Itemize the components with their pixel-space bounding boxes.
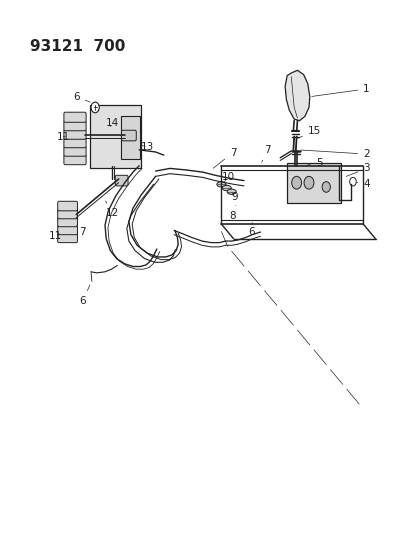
Circle shape [321,182,330,192]
Text: 12: 12 [105,201,119,219]
Circle shape [349,177,356,186]
FancyBboxPatch shape [64,155,86,165]
FancyBboxPatch shape [64,120,86,131]
Circle shape [303,176,313,189]
Text: 1: 1 [311,84,369,96]
Circle shape [291,176,301,189]
FancyBboxPatch shape [287,163,340,203]
Ellipse shape [216,182,225,187]
Text: 6: 6 [73,92,90,102]
FancyBboxPatch shape [57,225,77,235]
FancyBboxPatch shape [57,233,77,243]
Text: 14: 14 [106,118,119,128]
Text: 6: 6 [247,222,254,237]
Polygon shape [285,70,309,120]
Ellipse shape [227,189,236,195]
Ellipse shape [222,185,231,191]
FancyBboxPatch shape [121,130,136,141]
Text: 7: 7 [261,145,271,162]
Text: 2: 2 [300,149,369,159]
Text: 11: 11 [49,231,62,241]
Text: 15: 15 [297,126,320,138]
Text: 4: 4 [356,179,369,189]
Text: 9: 9 [231,191,238,201]
FancyBboxPatch shape [90,105,141,168]
FancyBboxPatch shape [121,116,140,159]
FancyBboxPatch shape [57,217,77,227]
Text: 11: 11 [57,132,70,142]
FancyBboxPatch shape [64,146,86,156]
Text: 3: 3 [345,164,369,176]
FancyBboxPatch shape [57,201,77,211]
FancyBboxPatch shape [115,175,128,186]
FancyBboxPatch shape [64,129,86,139]
Text: 13: 13 [141,142,154,152]
Text: 6: 6 [79,285,90,306]
Text: 10: 10 [221,172,234,182]
FancyBboxPatch shape [64,112,86,122]
FancyBboxPatch shape [57,209,77,219]
Text: 7: 7 [213,148,236,168]
Text: 7: 7 [76,225,86,237]
Text: 5: 5 [306,158,322,168]
Text: 8: 8 [229,206,236,221]
FancyBboxPatch shape [64,138,86,148]
Circle shape [91,102,99,113]
Text: 93121  700: 93121 700 [30,38,125,53]
